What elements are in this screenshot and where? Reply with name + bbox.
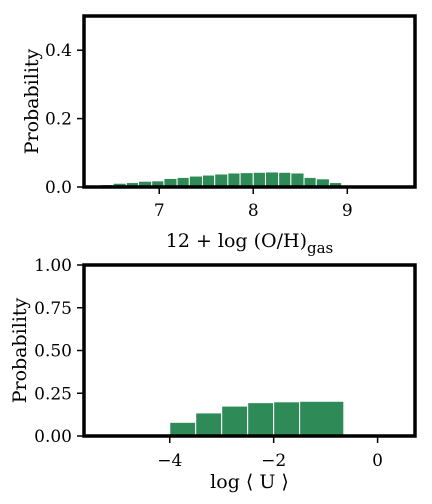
y-tick-label: 0.75 <box>34 299 72 319</box>
x-tick-label: 7 <box>154 201 165 221</box>
histogram-bar <box>169 421 197 437</box>
histogram-bar <box>195 412 223 437</box>
histogram-bar <box>264 171 280 188</box>
y-axis-label: Probability <box>9 297 31 403</box>
histogram-bar <box>273 401 301 437</box>
histogram-bar <box>201 174 216 188</box>
histogram-bar <box>252 171 266 188</box>
y-tick-label: 1.00 <box>34 256 72 276</box>
plot-frame <box>82 263 417 438</box>
histogram-bar <box>290 172 305 188</box>
y-axis-label: Probability <box>21 48 43 154</box>
histogram-bar <box>247 402 275 437</box>
plot-frame <box>82 14 417 189</box>
histogram-bar <box>221 405 249 437</box>
y-tick-label: 0.25 <box>34 384 72 404</box>
histogram-bar <box>239 172 254 188</box>
x-axis-label: 12 + log (O/H)gas <box>166 230 334 257</box>
histogram-bar <box>227 172 241 188</box>
x-tick-label: 0 <box>372 451 383 471</box>
x-axis-label: log ⟨ U ⟩ <box>210 471 289 493</box>
y-tick-label: 0.50 <box>34 342 72 362</box>
y-tick-label: 0.2 <box>45 110 72 130</box>
x-tick-label: −2 <box>261 451 286 471</box>
histogram-bar <box>214 173 229 188</box>
x-tick-label: −4 <box>157 451 182 471</box>
y-tick-label: 0.4 <box>45 41 72 61</box>
histogram-bar <box>299 400 345 437</box>
y-tick-label: 0.0 <box>45 178 72 198</box>
x-tick-label: 8 <box>248 201 259 221</box>
x-tick-label: 9 <box>342 201 353 221</box>
y-tick-label: 0.00 <box>34 427 72 447</box>
histogram-bar <box>278 171 292 188</box>
ionization-parameter-histogram-panel: −4 −2 0 0.00 0.25 0.50 0.75 1.00 Probability log … <box>9 256 417 493</box>
